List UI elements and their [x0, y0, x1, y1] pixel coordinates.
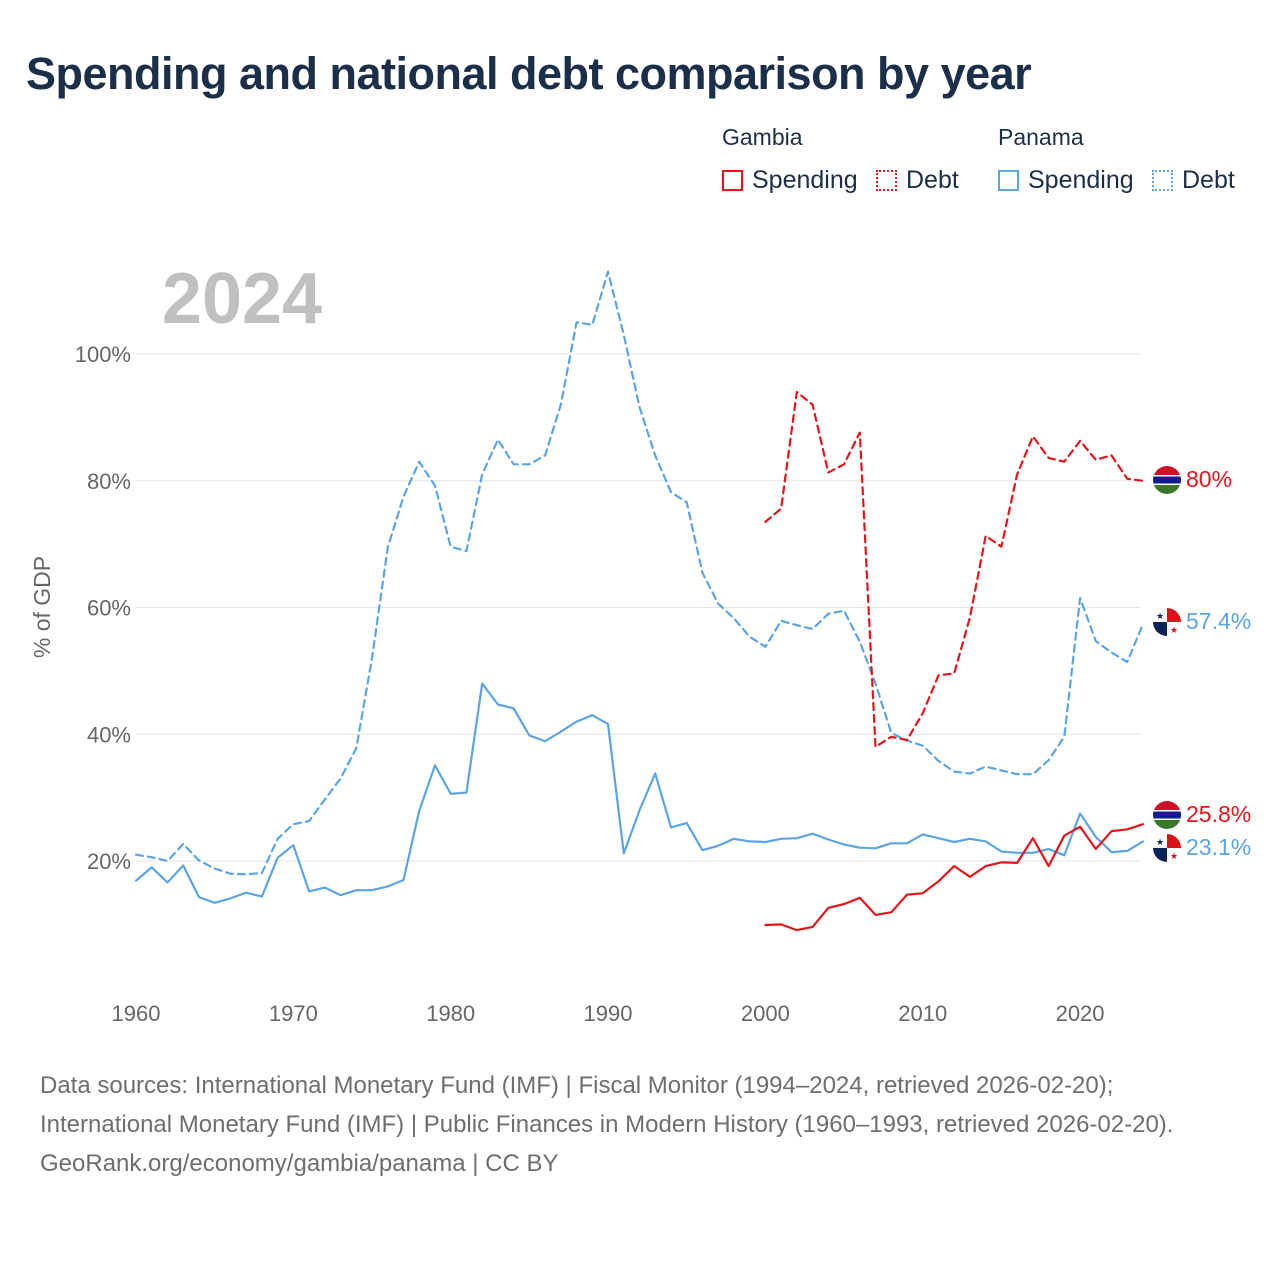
series-gambia-debt[interactable]	[764, 390, 1145, 749]
end-label-panama-debt: 57.4%	[1186, 608, 1251, 634]
legend-panama: Panama Spending Debt	[998, 124, 1235, 194]
x-tick-label: 1990	[584, 1001, 633, 1026]
end-label-gambia-spending: 25.8%	[1186, 801, 1251, 827]
source-link[interactable]: GeoRank.org/economy/gambia/panama | CC B…	[40, 1150, 559, 1177]
legend-gambia-debt-swatch	[876, 170, 897, 191]
legend-gambia-name: Gambia	[722, 124, 803, 150]
svg-text:★: ★	[1170, 626, 1178, 636]
svg-text:★: ★	[1170, 852, 1178, 862]
legend-gambia: Gambia Spending Debt	[722, 124, 959, 194]
series-lines	[134, 270, 1145, 932]
end-label-gambia-debt: 80%	[1186, 466, 1232, 492]
x-tick-label: 1980	[426, 1001, 475, 1026]
x-tick-label: 2020	[1056, 1001, 1105, 1026]
panama-flag-icon: ★ ★	[1153, 834, 1181, 862]
svg-text:★: ★	[1156, 612, 1164, 622]
end-markers: ★ ★ ★ ★	[1153, 466, 1181, 862]
y-axis-ticks: 20% 40% 60% 80% 100%	[75, 342, 131, 874]
y-tick-label: 100%	[75, 342, 131, 367]
x-tick-label: 1960	[112, 1001, 161, 1026]
y-tick-label: 60%	[87, 596, 131, 621]
footer: Data sources: International Monetary Fun…	[40, 1066, 1240, 1183]
x-tick-label: 1970	[269, 1001, 318, 1026]
legend-panama-debt-label: Debt	[1182, 166, 1235, 194]
chart-title: Spending and national debt comparison by…	[26, 48, 1032, 99]
end-label-panama-spending: 23.1%	[1186, 834, 1251, 860]
gambia-flag-icon	[1153, 801, 1181, 829]
y-tick-label: 20%	[87, 849, 131, 874]
line-chart: 2024 20% 40% 60% 80% 100% 1960 1970 1980 1990 20…	[29, 259, 1251, 1026]
year-label: 2024	[162, 259, 322, 339]
legend-panama-spending-label: Spending	[1028, 166, 1134, 194]
x-tick-label: 2000	[741, 1001, 790, 1026]
legend-panama-spending-swatch	[998, 170, 1019, 191]
legend-panama-debt-swatch	[1152, 170, 1173, 191]
gambia-flag-icon	[1153, 466, 1181, 494]
data-sources: Data sources: International Monetary Fun…	[40, 1072, 1174, 1138]
legend-gambia-debt-label: Debt	[906, 166, 959, 194]
x-tick-label: 2010	[898, 1001, 947, 1026]
series-panama-debt[interactable]	[134, 270, 1145, 876]
legend-panama-name: Panama	[998, 124, 1084, 150]
series-gambia-spending[interactable]	[764, 823, 1145, 932]
legend-gambia-spending-label: Spending	[752, 166, 858, 194]
y-tick-label: 80%	[87, 469, 131, 494]
series-panama-spending[interactable]	[134, 682, 1145, 904]
y-tick-label: 40%	[87, 722, 131, 747]
x-axis-ticks: 1960 1970 1980 1990 2000 2010 2020	[112, 1001, 1105, 1026]
panama-flag-icon: ★ ★	[1153, 608, 1181, 636]
svg-text:★: ★	[1156, 838, 1164, 848]
grid-lines	[136, 353, 1141, 862]
y-axis-title: % of GDP	[29, 556, 55, 658]
legend-gambia-spending-swatch	[722, 170, 743, 191]
